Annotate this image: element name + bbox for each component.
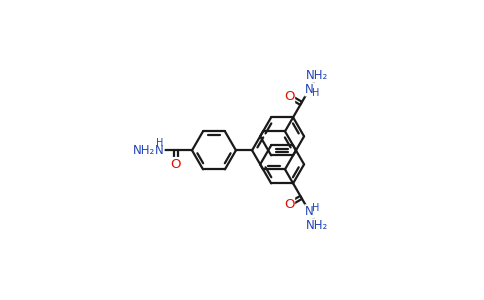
Text: O: O [284, 90, 295, 103]
Text: H: H [312, 88, 319, 98]
Text: NH₂: NH₂ [306, 219, 329, 232]
Text: H: H [312, 203, 319, 213]
Text: N: N [305, 205, 314, 218]
Text: NH₂: NH₂ [306, 69, 329, 82]
Text: H: H [156, 138, 164, 148]
Text: N: N [305, 83, 314, 96]
Text: O: O [171, 158, 181, 171]
Text: N: N [155, 144, 164, 157]
Text: O: O [284, 198, 295, 211]
Text: NH₂: NH₂ [133, 144, 155, 157]
